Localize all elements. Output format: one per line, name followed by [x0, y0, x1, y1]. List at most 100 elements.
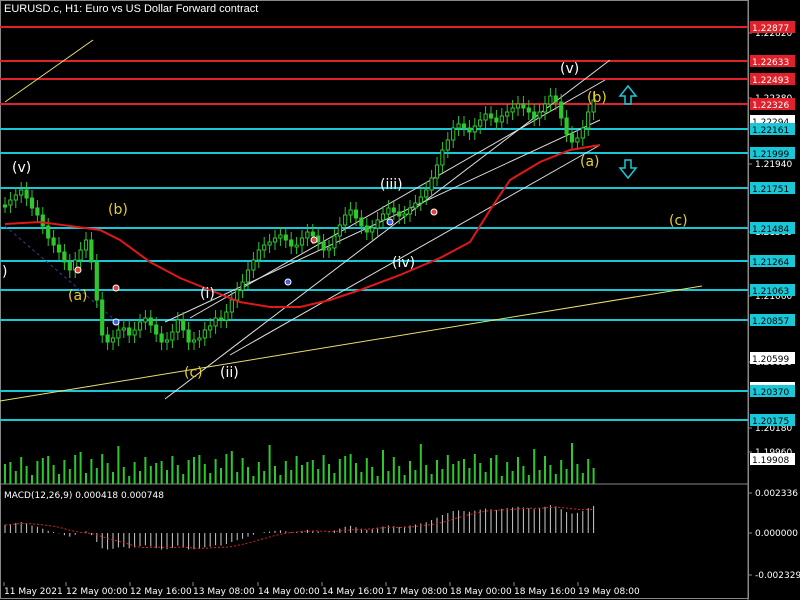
candle-body	[472, 125, 477, 133]
chart-title: EURUSD.c, H1: Euro vs US Dollar Forward …	[4, 3, 259, 15]
candle-body	[121, 327, 126, 331]
candle-body	[191, 339, 197, 343]
candle-body	[240, 281, 245, 291]
wave-marker	[284, 278, 292, 286]
price-level-tag-label: 1.22326	[752, 101, 789, 111]
candle-body	[299, 237, 305, 246]
candle-body	[559, 101, 564, 119]
time-axis-label: 14 May 00:00	[258, 587, 320, 597]
channel-line	[229, 144, 601, 356]
candle-body	[229, 299, 234, 313]
candle-body	[283, 234, 288, 241]
candle-body	[380, 213, 386, 221]
candle-body	[148, 317, 153, 326]
price-level-tag	[750, 182, 795, 194]
candle-body	[375, 219, 380, 229]
macd-axis-label: 0.002336	[755, 489, 798, 499]
candle-body	[505, 111, 510, 117]
candle-body	[564, 117, 569, 135]
price-level-tag	[750, 385, 795, 397]
candle-body	[526, 107, 531, 113]
candle-body	[451, 127, 456, 141]
price-level-tag	[750, 352, 795, 364]
candle-body	[100, 299, 105, 336]
candle-body	[532, 111, 537, 119]
price-level-tag	[750, 98, 795, 110]
candle-body	[164, 339, 170, 343]
price-level-tag-label: 1.20370	[752, 388, 789, 398]
candle-body	[391, 207, 396, 213]
price-level-tag	[750, 414, 795, 426]
candle-body	[170, 331, 175, 341]
candle-body	[245, 269, 251, 283]
candle-body	[235, 289, 240, 301]
wave-marker	[74, 266, 82, 274]
candle-body	[143, 317, 148, 323]
candle-body	[456, 123, 461, 129]
candle-body	[19, 189, 24, 196]
candle-body	[127, 327, 132, 336]
candle-body	[370, 227, 375, 233]
candle-body	[586, 111, 591, 129]
candle-body	[218, 317, 224, 321]
price-level-tag-label: 1.22161	[752, 126, 789, 136]
price-tick-label: 1.21940	[755, 160, 792, 170]
candle-body	[499, 115, 504, 123]
wave-label: )	[2, 264, 7, 280]
candle-body	[397, 211, 402, 217]
candle-body	[494, 117, 499, 123]
candle-body	[13, 194, 18, 201]
price-level-tag-label: 1.22493	[752, 76, 789, 86]
wave-label: (b)	[587, 90, 607, 106]
price-level-tag-label: 1.21264	[752, 258, 789, 268]
candle-body	[386, 207, 391, 215]
time-axis-label: 18 May 16:00	[514, 587, 576, 597]
moving-average-line	[4, 144, 601, 308]
wave-label: (iii)	[380, 177, 403, 193]
candle-body	[83, 239, 89, 251]
candle-body	[224, 311, 229, 321]
price-tick-label: 1.21060	[755, 292, 792, 302]
chart-frame	[0, 0, 749, 599]
candle-body	[305, 231, 310, 239]
time-axis-label: 13 May 08:00	[193, 587, 255, 597]
price-level-tag	[750, 147, 795, 159]
candle-body	[359, 217, 364, 227]
price-level-tag-label: 1.21063	[752, 287, 789, 297]
candle-body	[580, 127, 585, 139]
candle-body	[175, 319, 180, 333]
channel-line	[189, 79, 606, 319]
wave-label: (c)	[669, 213, 688, 229]
candle-body	[575, 137, 580, 143]
wave-label: (b)	[108, 202, 128, 218]
wave-marker	[310, 236, 318, 244]
candle-body	[51, 237, 56, 246]
price-level-tag-label: 1.22633	[752, 58, 789, 68]
price-level-tag	[750, 55, 795, 67]
candle-body	[407, 207, 413, 215]
up-arrow-icon	[618, 84, 638, 105]
price-level-tag	[750, 255, 795, 267]
candle-body	[8, 199, 13, 206]
wave-label: (i)	[200, 286, 215, 302]
macd-axis-label: 0.000000	[755, 529, 798, 539]
candle-body	[256, 249, 261, 261]
candle-body	[467, 127, 472, 133]
candle-body	[440, 149, 445, 166]
price-level-tag-label: 1.21999	[752, 150, 789, 160]
candle-body	[348, 209, 353, 216]
macd-label: MACD(12,26,9) 0.000418 0.000748	[4, 491, 164, 501]
candle-body	[116, 329, 121, 339]
candle-body	[418, 196, 423, 204]
wave-label: (c)	[184, 365, 203, 381]
candle-body	[181, 319, 186, 331]
candle-body	[515, 103, 521, 109]
candle-body	[186, 329, 191, 343]
candle-body	[364, 225, 369, 233]
price-level-tag	[750, 314, 795, 326]
candle-body	[289, 239, 294, 247]
candle-body	[510, 107, 515, 113]
candle-body	[521, 103, 526, 109]
